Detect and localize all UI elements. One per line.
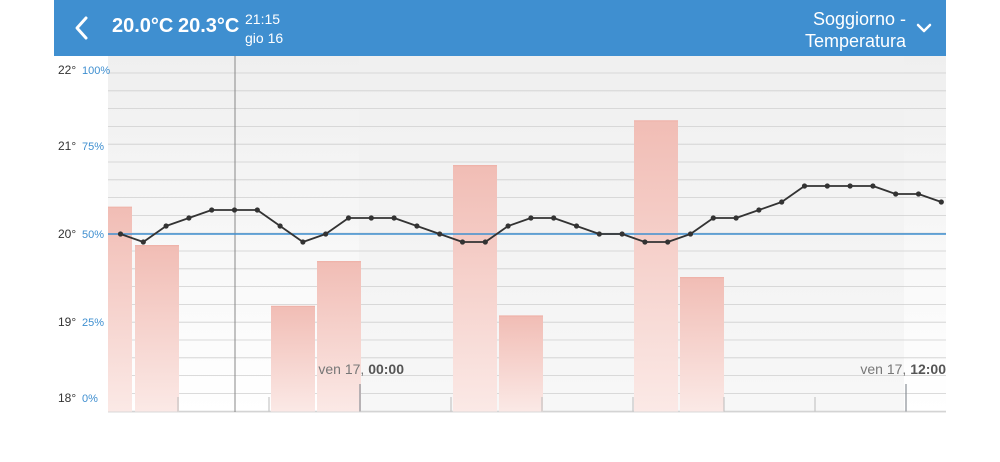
- temperature-point: [801, 183, 808, 189]
- humidity-bars: [108, 120, 724, 413]
- temperature-point: [847, 183, 853, 189]
- temperature-point: [915, 191, 922, 197]
- current-temperature: 20.0°C: [112, 15, 174, 37]
- temperature-point: [323, 231, 329, 237]
- chevron-down-icon[interactable]: [914, 18, 934, 38]
- temperature-point: [528, 215, 534, 221]
- app-screen: 20.0°C 20.3°C 21:15 gio 16 Soggiorno - T…: [54, 0, 946, 462]
- temperature-point: [596, 231, 602, 237]
- temperature-point: [687, 231, 694, 237]
- temperature-point: [619, 231, 625, 237]
- humidity-tick-label: 75%: [82, 141, 104, 153]
- temperature-point: [573, 223, 580, 229]
- temperature-point: [870, 183, 876, 189]
- humidity-tick-label: 50%: [82, 229, 104, 241]
- humidity-tick-label: 25%: [82, 317, 104, 329]
- temperature-point: [254, 207, 260, 213]
- target-temperature: 20.3°C: [178, 15, 240, 37]
- temperature-point: [209, 207, 215, 213]
- temperature-tick-label: 22°: [58, 63, 76, 77]
- current-time: 21:15: [245, 11, 281, 27]
- humidity-bar: [499, 316, 543, 412]
- temperature-point: [277, 223, 283, 229]
- x-axis-labels: ven 17, 00:00 ven 17, 12:00: [318, 361, 946, 377]
- temperature-point: [505, 223, 511, 229]
- time-axis-label: ven 17, 00:00: [318, 361, 404, 377]
- time-axis-day: ven 17,: [318, 361, 368, 377]
- temperature-point: [893, 191, 899, 197]
- temperature-point: [414, 223, 420, 229]
- temperature-point: [482, 239, 488, 245]
- humidity-bar: [453, 165, 497, 412]
- temperature-point: [665, 239, 671, 245]
- time-axis-label: ven 17, 12:00: [860, 361, 946, 377]
- humidity-bar: [108, 207, 132, 412]
- temperature-point: [756, 207, 762, 213]
- temperature-point: [345, 215, 352, 221]
- sensor-name-line2: Temperatura: [804, 31, 906, 51]
- time-axis-day: ven 17,: [860, 361, 910, 377]
- time-axis-hour: 12:00: [910, 361, 946, 377]
- back-arrow-icon[interactable]: [70, 14, 94, 42]
- temperature-tick-label: 21°: [58, 139, 76, 153]
- top-bar: 20.0°C 20.3°C 21:15 gio 16 Soggiorno - T…: [54, 0, 946, 56]
- temperature-point: [710, 215, 716, 221]
- temperature-point: [117, 231, 124, 237]
- temperature-point: [824, 183, 830, 189]
- temperature-point: [186, 215, 192, 221]
- temperature-point: [391, 215, 397, 221]
- temperature-chart[interactable]: 22° 21° 20° 19° 18° 100% 75% 50% 25% 0% ven 17, 0…: [54, 56, 946, 462]
- temperature-point: [437, 231, 443, 237]
- temperature-point: [938, 199, 944, 205]
- temperature-point: [140, 239, 146, 245]
- humidity-tick-label: 100%: [82, 65, 110, 77]
- temperature-point: [733, 215, 739, 221]
- humidity-bar: [135, 245, 179, 412]
- temperature-point: [231, 207, 238, 213]
- time-ticks: [108, 384, 946, 413]
- temperature-point: [459, 239, 466, 245]
- temperature-point: [300, 239, 306, 245]
- temperature-series: [117, 183, 944, 245]
- sensor-name-line1: Soggiorno -: [812, 9, 906, 29]
- temperature-point: [551, 215, 557, 221]
- y-axis-labels: 22° 21° 20° 19° 18° 100% 75% 50% 25% 0%: [58, 63, 110, 405]
- temperature-tick-label: 20°: [58, 227, 76, 241]
- temperature-point: [642, 239, 648, 245]
- humidity-bar: [271, 306, 315, 412]
- temperature-point: [368, 215, 374, 221]
- current-date: gio 16: [245, 30, 284, 46]
- temperature-point: [163, 223, 169, 229]
- humidity-bar: [634, 120, 678, 413]
- sensor-selector[interactable]: Soggiorno - Temperatura: [686, 8, 906, 52]
- humidity-bar: [317, 261, 361, 412]
- temperature-point: [779, 199, 785, 205]
- temperature-tick-label: 18°: [58, 391, 76, 405]
- time-axis-hour: 00:00: [368, 361, 404, 377]
- temperature-tick-label: 19°: [58, 315, 76, 329]
- humidity-bar: [680, 277, 724, 412]
- humidity-tick-label: 0%: [82, 393, 98, 405]
